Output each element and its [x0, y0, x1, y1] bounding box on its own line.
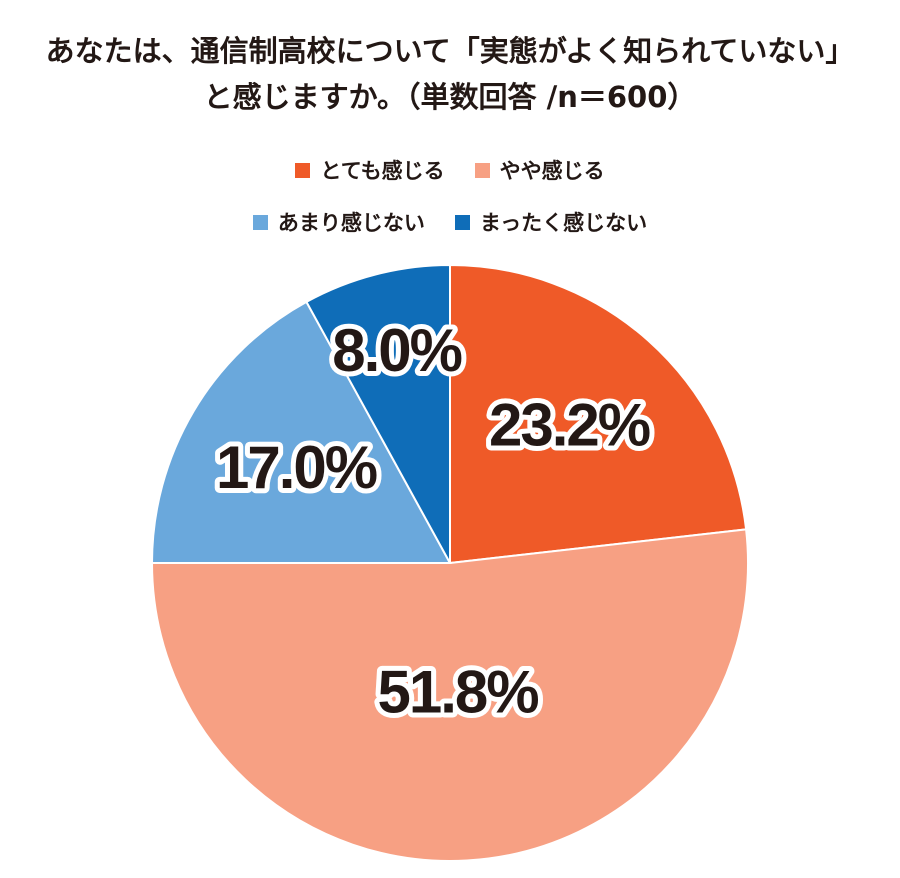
legend-swatch: [474, 162, 490, 178]
chart-title: あなたは、通信制高校について「実態がよく知られていない」と感じますか。（単数回答…: [45, 34, 855, 114]
legend: とても感じる やや感じるあまり感じない まったく感じない: [215, 155, 685, 237]
legend-label: とても感じる: [320, 159, 445, 183]
pie-slice: [150, 300, 452, 564]
legend-label: あまり感じない: [277, 211, 425, 235]
legend-label: やや感じる: [499, 159, 605, 183]
legend-swatch: [252, 214, 268, 230]
data-label: 51.8%: [378, 659, 539, 726]
legend-item: やや感じる: [474, 155, 605, 185]
pie-slice: [449, 263, 748, 565]
legend-item: まったく感じない: [454, 207, 648, 237]
data-label: 8.0%: [332, 317, 461, 384]
legend-label: まったく感じない: [479, 211, 648, 235]
legend-swatch: [454, 214, 470, 230]
legend-swatch: [295, 162, 311, 178]
legend-item: あまり感じない: [252, 207, 425, 237]
legend-item: とても感じる: [295, 155, 445, 185]
data-label: 17.0%: [216, 434, 377, 501]
data-label: 23.2%: [489, 391, 650, 458]
pie-slice: [305, 263, 451, 564]
pie-slice: [150, 528, 749, 862]
